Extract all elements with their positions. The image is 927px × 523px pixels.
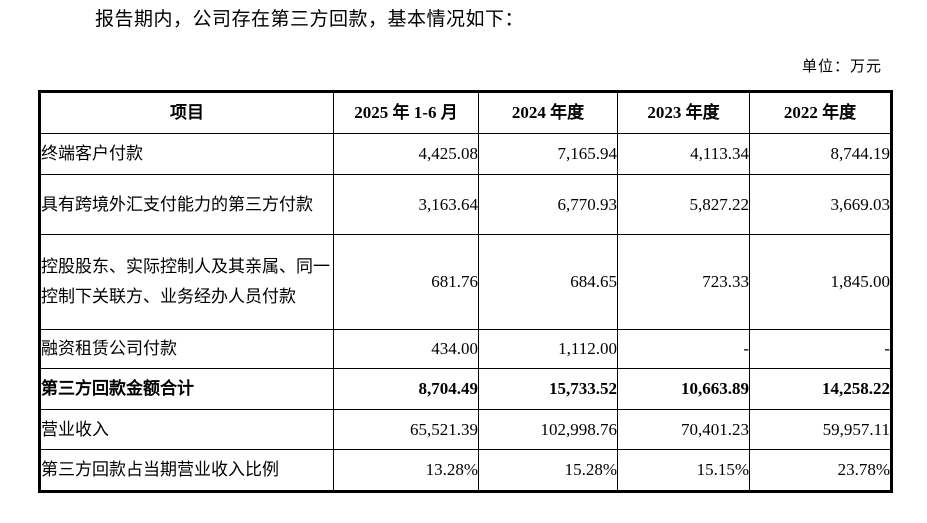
cell-value: 15.15% [617,449,750,492]
table-row-ratio: 第三方回款占当期营业收入比例 13.28% 15.28% 15.15% 23.7… [39,449,892,492]
table-row-terminal-customer: 终端客户付款 4,425.08 7,165.94 4,113.34 8,744.… [39,133,892,175]
cell-value: 70,401.23 [617,409,750,450]
cell-value: 14,258.22 [749,368,892,410]
table-row-total: 第三方回款金额合计 8,704.49 15,733.52 10,663.89 1… [39,368,892,410]
table-row-crossborder-thirdparty: 具有跨境外汇支付能力的第三方付款 3,163.64 6,770.93 5,827… [39,174,892,235]
row-label: 控股股东、实际控制人及其亲属、同一控制下关联方、业务经办人员付款 [39,234,334,330]
cell-value: 723.33 [617,234,750,330]
cell-value: 681.76 [333,234,479,330]
row-label: 终端客户付款 [39,133,334,175]
header-item-column: 项目 [39,91,334,134]
cell-value: 15.28% [478,449,618,492]
cell-value: 3,163.64 [333,174,479,235]
row-label: 第三方回款金额合计 [39,368,334,410]
cell-value: - [749,329,892,369]
intro-paragraph: 报告期内，公司存在第三方回款，基本情况如下： [95,9,525,30]
unit-label: 单位：万元 [801,59,882,75]
table-row-controlling-shareholder: 控股股东、实际控制人及其亲属、同一控制下关联方、业务经办人员付款 681.76 … [39,234,892,330]
cell-value: 434.00 [333,329,479,369]
cell-value: 59,957.11 [749,409,892,450]
cell-value: 7,165.94 [478,133,618,175]
cell-value: 6,770.93 [478,174,618,235]
cell-value: 684.65 [478,234,618,330]
cell-value: 4,425.08 [333,133,479,175]
cell-value: 15,733.52 [478,368,618,410]
table-row-operating-revenue: 营业收入 65,521.39 102,998.76 70,401.23 59,9… [39,409,892,450]
cell-value: 1,845.00 [749,234,892,330]
row-label: 具有跨境外汇支付能力的第三方付款 [39,174,334,235]
cell-value: 4,113.34 [617,133,750,175]
row-label: 营业收入 [39,409,334,450]
row-label: 第三方回款占当期营业收入比例 [39,449,334,492]
header-period-2023: 2023 年度 [617,91,750,134]
cell-value: 8,704.49 [333,368,479,410]
cell-value: 65,521.39 [333,409,479,450]
header-period-2025: 2025 年 1-6 月 [333,91,479,134]
header-period-2022: 2022 年度 [749,91,892,134]
cell-value: - [617,329,750,369]
row-label: 融资租赁公司付款 [39,329,334,369]
cell-value: 23.78% [749,449,892,492]
cell-value: 1,112.00 [478,329,618,369]
third-party-payments-table: 项目 2025 年 1-6 月 2024 年度 2023 年度 2022 年度 … [38,90,893,493]
header-period-2024: 2024 年度 [478,91,618,134]
cell-value: 3,669.03 [749,174,892,235]
table-header-row: 项目 2025 年 1-6 月 2024 年度 2023 年度 2022 年度 [39,91,892,134]
cell-value: 13.28% [333,449,479,492]
cell-value: 5,827.22 [617,174,750,235]
table-row-finance-leasing: 融资租赁公司付款 434.00 1,112.00 - - [39,329,892,369]
cell-value: 10,663.89 [617,368,750,410]
cell-value: 102,998.76 [478,409,618,450]
cell-value: 8,744.19 [749,133,892,175]
